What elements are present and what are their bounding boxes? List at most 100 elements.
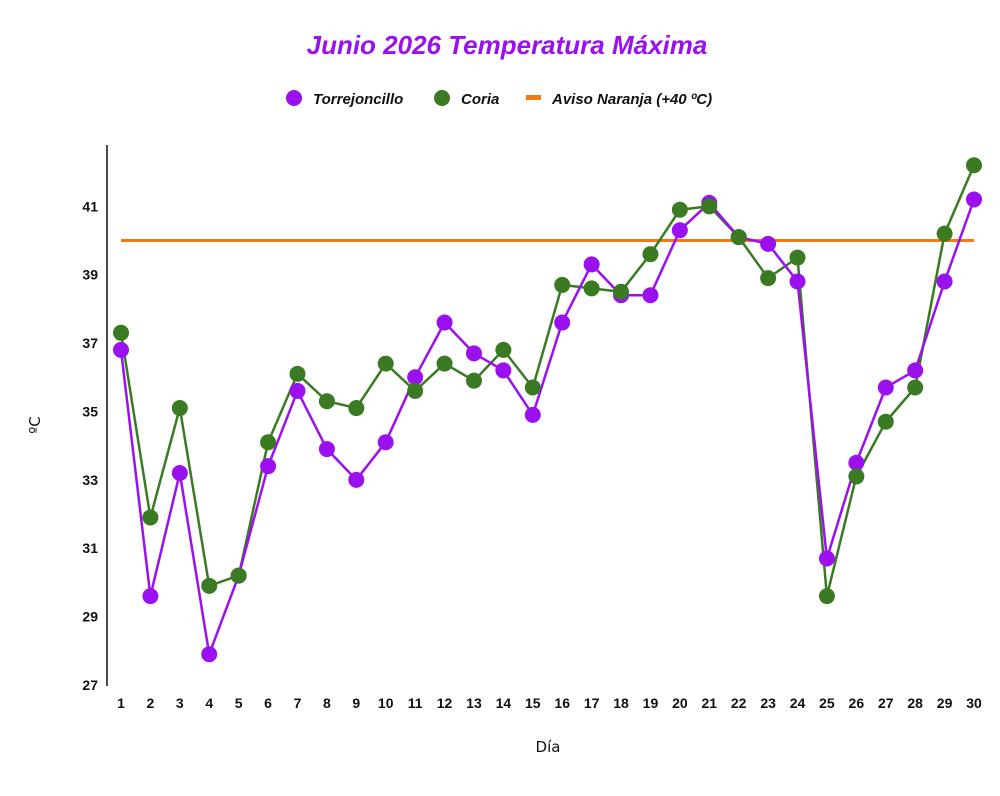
data-point-coria[interactable] [907,379,924,396]
data-point-coria[interactable] [377,355,394,372]
data-point-coria[interactable] [495,341,512,358]
data-point-torrejoncillo[interactable] [818,550,835,567]
x-tick-label: 14 [496,695,512,711]
data-point-torrejoncillo[interactable] [524,406,541,423]
legend-label-aviso: Aviso Naranja (+40 ºC) [551,91,712,108]
legend-marker-coria [434,90,450,106]
x-tick-label: 27 [878,695,894,711]
data-point-torrejoncillo[interactable] [113,341,129,358]
data-point-coria[interactable] [848,468,865,485]
x-tick-label: 18 [613,695,629,711]
x-tick-label: 4 [205,695,213,711]
x-tick-label: 26 [849,695,865,711]
data-point-coria[interactable] [818,588,835,605]
y-tick-label: 37 [82,335,98,351]
data-point-coria[interactable] [201,577,218,594]
data-point-coria[interactable] [348,400,365,417]
data-point-torrejoncillo[interactable] [465,345,482,362]
x-tick-label: 3 [176,695,184,711]
data-point-torrejoncillo[interactable] [289,382,306,399]
x-tick-label: 12 [437,695,453,711]
data-point-coria[interactable] [642,246,659,263]
data-point-torrejoncillo[interactable] [318,441,335,458]
chart-title: Junio 2026 Temperatura Máxima [307,30,708,60]
y-tick-label: 35 [82,403,98,419]
data-point-torrejoncillo[interactable] [348,471,365,488]
data-point-coria[interactable] [760,270,777,287]
data-point-torrejoncillo[interactable] [671,222,688,239]
data-point-coria[interactable] [936,225,953,242]
data-point-coria[interactable] [789,249,806,266]
data-point-torrejoncillo[interactable] [260,458,277,475]
data-point-coria[interactable] [671,201,688,218]
data-point-coria[interactable] [260,434,277,451]
data-point-torrejoncillo[interactable] [436,314,453,331]
x-tick-label: 5 [235,695,243,711]
series-torrejoncillo [119,199,976,656]
data-point-coria[interactable] [730,229,747,246]
x-tick-label: 17 [584,695,600,711]
x-tick-label: 20 [672,695,688,711]
data-point-torrejoncillo[interactable] [171,465,188,481]
x-axis-title: Día [536,738,561,756]
data-point-torrejoncillo[interactable] [966,191,982,208]
data-point-torrejoncillo[interactable] [407,369,424,386]
series-line-coria [119,164,976,598]
data-point-torrejoncillo[interactable] [377,434,394,451]
legend-marker-torrejoncillo [286,90,302,106]
y-tick-label: 33 [82,472,98,488]
data-point-torrejoncillo[interactable] [642,287,659,304]
data-point-coria[interactable] [701,198,718,215]
data-point-coria[interactable] [524,379,541,396]
x-tick-label: 28 [907,695,923,711]
series-points-coria [113,157,982,605]
data-point-coria[interactable] [877,413,894,430]
data-point-coria[interactable] [407,382,424,399]
y-tick-label: 39 [82,267,98,283]
data-point-torrejoncillo[interactable] [760,235,777,252]
data-point-coria[interactable] [583,280,600,297]
x-tick-label: 9 [352,695,360,711]
legend-label-coria: Coria [461,91,499,108]
data-point-torrejoncillo[interactable] [554,314,571,331]
data-point-coria[interactable] [171,400,188,417]
data-point-coria[interactable] [465,372,482,389]
data-point-torrejoncillo[interactable] [877,379,894,396]
x-tick-label: 22 [731,695,747,711]
y-tick-label: 41 [82,198,98,214]
data-point-coria[interactable] [142,509,159,526]
data-point-torrejoncillo[interactable] [936,273,953,290]
x-tick-label: 29 [937,695,953,711]
data-point-coria[interactable] [966,157,982,174]
y-tick-label: 29 [82,609,98,625]
x-tick-label: 8 [323,695,331,711]
x-tick-label: 15 [525,695,541,711]
data-point-coria[interactable] [554,276,571,293]
data-point-torrejoncillo[interactable] [848,454,865,471]
data-point-coria[interactable] [230,567,247,584]
y-axis-title: ºC [26,416,44,434]
data-point-torrejoncillo[interactable] [142,588,159,605]
data-point-torrejoncillo[interactable] [495,362,512,379]
x-tick-label: 16 [554,695,570,711]
series-points-torrejoncillo [113,191,982,663]
x-tick-label: 23 [760,695,776,711]
data-point-torrejoncillo[interactable] [201,646,218,663]
data-point-coria[interactable] [113,324,129,341]
y-tick-label: 27 [82,677,98,693]
data-point-torrejoncillo[interactable] [907,362,924,379]
data-point-coria[interactable] [436,355,453,372]
data-point-torrejoncillo[interactable] [789,273,806,290]
data-point-coria[interactable] [318,393,335,410]
x-tick-label: 6 [264,695,272,711]
series-layer [113,157,982,663]
y-tick-label: 31 [82,540,98,556]
x-tick-label: 13 [466,695,482,711]
data-point-coria[interactable] [289,365,306,382]
legend-label-torrejoncillo: Torrejoncillo [313,91,403,108]
x-tick-label: 7 [294,695,302,711]
data-point-torrejoncillo[interactable] [583,256,600,273]
data-point-coria[interactable] [613,283,630,300]
